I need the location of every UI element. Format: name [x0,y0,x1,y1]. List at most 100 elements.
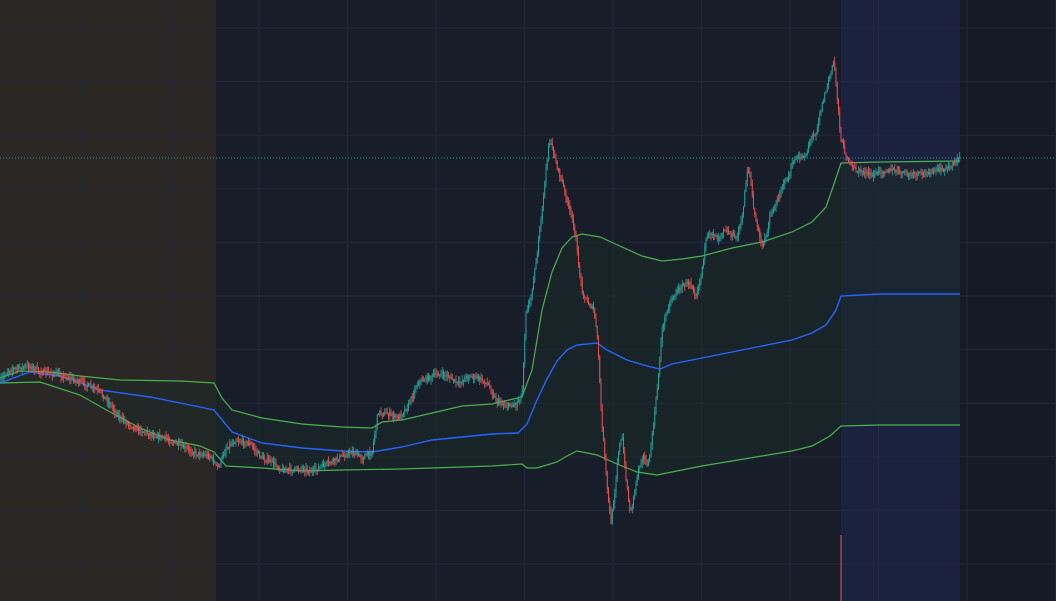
candle-body [905,170,907,174]
candle-body [381,413,383,415]
candle-body [693,288,694,292]
candle-body [500,402,502,405]
candle-body [79,379,81,383]
candle-body [931,169,933,171]
candle-body [214,462,216,464]
candle-body [413,394,414,398]
candle-body [104,396,106,399]
candle-body [604,440,606,456]
candle-body [668,308,669,312]
candle-body [501,404,503,406]
candle-body [681,284,683,290]
candle-body [103,395,104,399]
candle-body [171,442,173,444]
candle-body [703,259,704,267]
candle-body [881,173,883,174]
candle-body [93,386,94,388]
candle-body [594,308,596,318]
candle-body [340,455,342,456]
candle-body [474,375,476,379]
candle-body [644,455,646,459]
candle-body [300,468,302,471]
candle-body [175,441,177,444]
candle-body [270,459,272,463]
candle-body [945,166,947,169]
candle-body [379,410,381,415]
candle-body [78,381,79,383]
candle-body [364,455,366,459]
candle-body [409,402,411,404]
candle-body [361,458,363,460]
candle-body [648,461,649,465]
candle-body [826,84,828,92]
candle-body [614,493,616,505]
overlays [0,157,1056,601]
candle-body [913,172,914,175]
candle-body [529,301,531,305]
candle-body [915,173,917,176]
candle-body [830,71,832,76]
candle-body [150,433,152,436]
candle-body [38,368,39,372]
candle-body [946,166,948,169]
candle-body [934,171,936,173]
candle-body [843,141,844,146]
candle-body [705,238,707,247]
candle-body [94,387,96,389]
candle-body [263,456,264,460]
candle-body [935,168,937,172]
candle-body [24,365,26,368]
candle-body [74,379,76,383]
candle-body [661,327,663,342]
candle-body [341,455,343,456]
candle-body [199,452,201,456]
candle-body [861,171,863,173]
candle-body [884,171,886,173]
candle-body [911,174,913,176]
candle-body [533,280,534,290]
candle-body [465,376,467,379]
candle-body [628,488,629,501]
candle-body [429,375,431,380]
candle-body [425,376,427,381]
candle-body [678,287,679,290]
candle-body [328,461,329,463]
candle-body [883,171,884,174]
candle-body [950,166,952,168]
candle-body [768,224,769,232]
candle-body [351,451,353,455]
candle-body [701,266,703,276]
candle-body [541,206,543,220]
candle-body [505,406,507,408]
candle-body [524,337,526,365]
candle-body [444,375,446,377]
candle-body [880,169,882,174]
candle-body [853,165,854,167]
candle-body [740,220,742,227]
candle-body [673,296,674,299]
candle-body [91,386,93,388]
candle-body [164,435,166,438]
candle-body [866,171,868,173]
candle-body [111,404,113,408]
candle-body [824,93,826,102]
candle-body [919,171,921,173]
candle-body [184,446,186,449]
candle-body [133,426,134,429]
candle-body [284,469,286,473]
candle-body [229,444,231,449]
candle-body [819,114,821,122]
candle-body [894,169,896,173]
candle-body [243,439,244,445]
candle-body [279,468,281,471]
candle-body [958,158,959,160]
candle-body [350,453,352,455]
candle-body [948,166,949,169]
candle-body [516,401,518,406]
candle-body [208,454,209,458]
candle-body [708,234,709,236]
candle-body [809,141,811,146]
candle-body [810,137,812,142]
